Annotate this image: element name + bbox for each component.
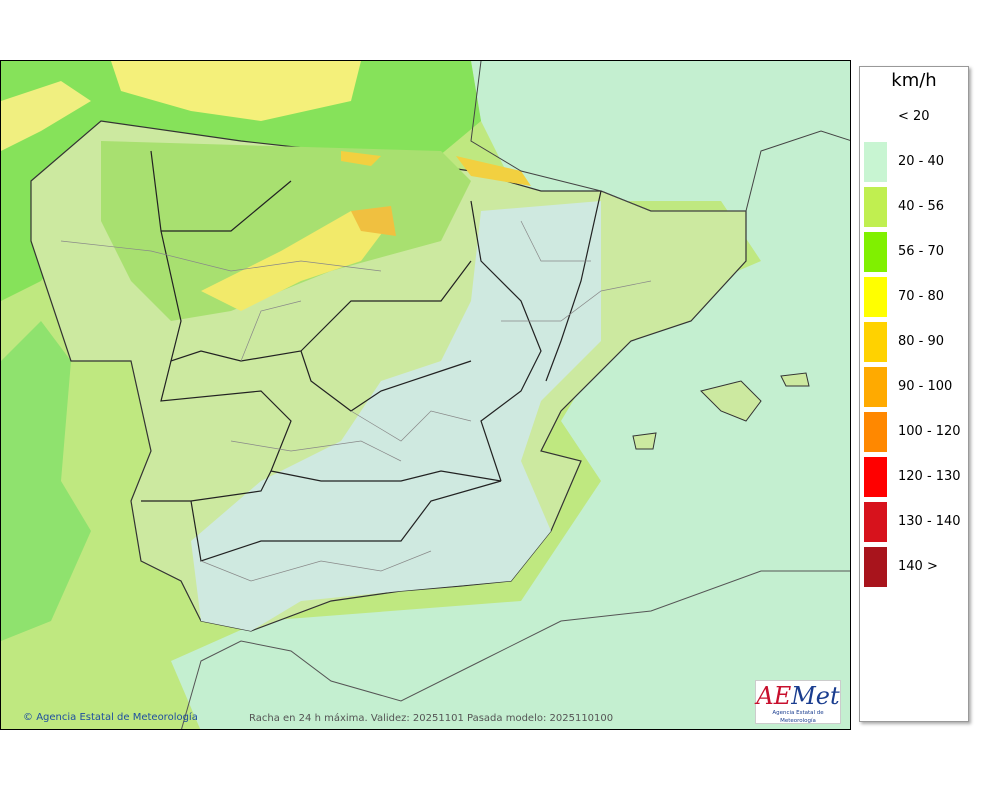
legend-swatch bbox=[864, 142, 887, 182]
legend-label: 40 - 56 bbox=[898, 199, 945, 214]
legend-item: 140 > bbox=[864, 545, 964, 587]
north-yellow-band bbox=[111, 61, 361, 121]
legend-item: 70 - 80 bbox=[864, 275, 964, 317]
copyright-icon: © bbox=[23, 712, 33, 723]
legend-swatch bbox=[864, 97, 887, 137]
mallorca-island bbox=[700, 380, 762, 422]
legend-swatch bbox=[864, 277, 887, 317]
legend-label: 90 - 100 bbox=[898, 379, 953, 394]
legend-swatch bbox=[864, 232, 887, 272]
aemet-logo: AEMet Agencia Estatal de Meteorología bbox=[755, 680, 841, 724]
legend-item: 90 - 100 bbox=[864, 365, 964, 407]
legend-label: 20 - 40 bbox=[898, 154, 945, 169]
legend-swatch bbox=[864, 457, 887, 497]
legend-swatch bbox=[864, 547, 887, 587]
aemet-logo-subtitle: Agencia Estatal de Meteorología bbox=[772, 710, 824, 724]
africa-coastline bbox=[181, 570, 850, 729]
france-coastline bbox=[470, 61, 850, 212]
legend-label: 130 - 140 bbox=[898, 514, 961, 529]
north-strong-zone bbox=[1, 61, 481, 301]
legend-label: 70 - 80 bbox=[898, 289, 945, 304]
legend-label: 56 - 70 bbox=[898, 244, 945, 259]
aemet-logo-mark: AEMet bbox=[756, 683, 840, 709]
legend-swatch bbox=[864, 502, 887, 542]
ibiza-island bbox=[632, 432, 657, 450]
interior-orange-spot bbox=[351, 206, 396, 236]
legend-swatch bbox=[864, 367, 887, 407]
credit-label: Agencia Estatal de Meteorología bbox=[36, 712, 198, 723]
legend-label: < 20 bbox=[898, 109, 930, 124]
logo-met: Met bbox=[791, 682, 840, 710]
north-interior-zone bbox=[101, 141, 471, 321]
legend-item: 40 - 56 bbox=[864, 185, 964, 227]
sea-calm-zone bbox=[171, 61, 850, 729]
north-coast-orange-spot bbox=[341, 151, 381, 166]
basque-orange-spot bbox=[456, 156, 531, 186]
province-borders bbox=[60, 220, 652, 582]
menorca-island bbox=[780, 372, 810, 387]
legend-item: < 20 bbox=[864, 95, 964, 137]
legend-item: 80 - 90 bbox=[864, 320, 964, 362]
map-canvas bbox=[1, 61, 850, 729]
legend-unit: km/h bbox=[891, 70, 937, 91]
legend-label: 80 - 90 bbox=[898, 334, 945, 349]
legend-item: 100 - 120 bbox=[864, 410, 964, 452]
legend-swatch bbox=[864, 322, 887, 362]
credit-text: © Agencia Estatal de Meteorología bbox=[23, 712, 198, 723]
legend-item: 20 - 40 bbox=[864, 140, 964, 182]
legend-panel: km/h < 20 20 - 40 40 - 56 56 - 70 70 - 80 80 … bbox=[859, 66, 969, 722]
northwest-yellow-band bbox=[1, 81, 91, 151]
west-strong-zone bbox=[1, 321, 91, 641]
interior-yellow-strip bbox=[201, 211, 391, 311]
interior-calm-zone bbox=[191, 201, 601, 631]
legend-item: 56 - 70 bbox=[864, 230, 964, 272]
wind-gust-map: © Agencia Estatal de Meteorología Racha … bbox=[0, 60, 851, 730]
logo-ae: AE bbox=[756, 682, 792, 710]
legend-item: 120 - 130 bbox=[864, 455, 964, 497]
legend-swatch bbox=[864, 187, 887, 227]
legend-item: 130 - 140 bbox=[864, 500, 964, 542]
legend-label: 140 > bbox=[898, 559, 938, 574]
legend-label: 100 - 120 bbox=[898, 424, 961, 439]
legend-label: 120 - 130 bbox=[898, 469, 961, 484]
map-caption: Racha en 24 h máxima. Validez: 20251101 … bbox=[249, 713, 614, 724]
legend-swatch bbox=[864, 412, 887, 452]
